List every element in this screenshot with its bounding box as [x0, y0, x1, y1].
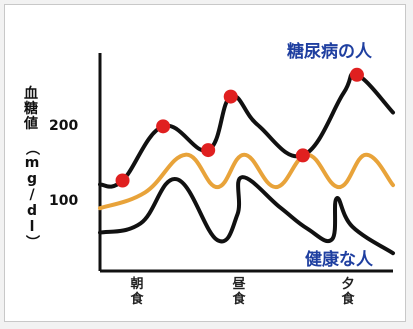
y-axis-title: 血糖値 — [24, 86, 38, 132]
chart-frame: 血糖値 （mg/dl） 200 100 朝食 昼食 夕食 糖尿病の人 健康な人 — [4, 4, 406, 322]
y-tick-label-100: 100 — [49, 193, 79, 209]
series-line-diabetic — [98, 71, 395, 189]
glucose-peak-marker-1 — [115, 173, 130, 188]
x-category-lunch: 昼食 — [232, 277, 246, 307]
y-axis-unit: （mg/dl） — [24, 141, 40, 249]
legend-label-diabetic: 糖尿病の人 — [287, 42, 372, 62]
series-line-reference — [98, 152, 395, 211]
glucose-peak-marker-6 — [349, 67, 364, 82]
series-line-healthy — [98, 175, 395, 256]
x-category-breakfast: 朝食 — [130, 277, 144, 307]
x-category-dinner: 夕食 — [341, 277, 355, 307]
blood-glucose-chart — [98, 53, 395, 273]
glucose-peak-marker-4 — [223, 89, 238, 104]
glucose-peak-marker-5 — [295, 148, 310, 163]
glucose-peak-marker-2 — [156, 119, 171, 134]
y-tick-label-200: 200 — [49, 118, 79, 134]
legend-label-healthy: 健康な人 — [305, 250, 373, 270]
glucose-peak-marker-3 — [201, 143, 216, 158]
